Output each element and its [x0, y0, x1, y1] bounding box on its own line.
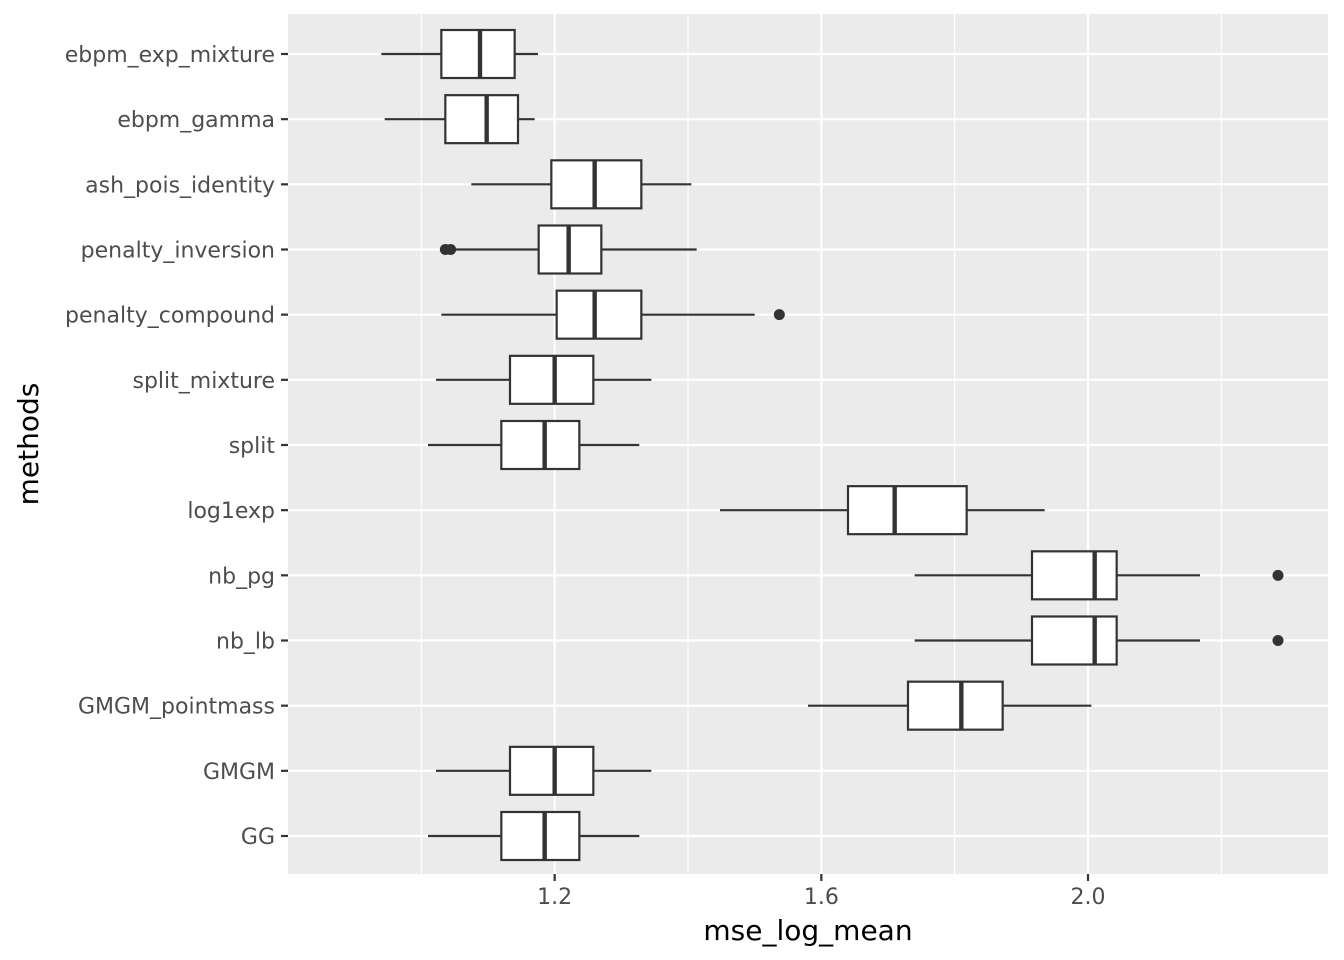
y-tick-label: split	[229, 434, 276, 459]
box-penalty_compound	[441, 289, 785, 340]
box-nb_pg	[914, 550, 1284, 601]
y-tick-label: GMGM	[203, 760, 275, 785]
box-split	[428, 419, 640, 471]
y-tick-label: GMGM_pointmass	[78, 695, 275, 720]
y-tick-label: ebpm_exp_mixture	[65, 43, 275, 68]
y-axis: ebpm_exp_mixture ebpm_gamma ash_pois_ident…	[65, 43, 288, 850]
box-iqr	[444, 94, 520, 145]
y-tick-label: penalty_compound	[65, 304, 275, 329]
box-GMGM	[436, 745, 652, 796]
x-axis-title: mse_log_mean	[703, 914, 912, 947]
y-tick-label: nb_pg	[208, 564, 275, 589]
box-GMGM_pointmass	[808, 680, 1092, 731]
outlier-point	[1272, 569, 1284, 581]
box-iqr	[1030, 550, 1118, 601]
y-tick-label: split_mixture	[132, 369, 275, 394]
box-iqr	[906, 680, 1004, 731]
y-tick-label: GG	[241, 825, 275, 850]
x-tick-label: 2.0	[1071, 885, 1106, 910]
box-ebpm_exp_mixture	[381, 28, 538, 80]
y-tick-label: penalty_inversion	[81, 239, 275, 264]
boxes	[381, 28, 1284, 862]
box-penalty_inversion	[439, 224, 697, 275]
box-ebpm_gamma	[384, 94, 535, 145]
y-axis-title: methods	[12, 383, 45, 506]
y-tick-label: ash_pois_identity	[85, 173, 275, 198]
box-ash_pois_identity	[471, 159, 692, 210]
x-axis: 1.2 1.6 2.0	[537, 874, 1106, 910]
box-iqr	[846, 485, 968, 536]
box-nb_lb	[914, 615, 1284, 666]
y-tick-label: ebpm_gamma	[117, 108, 275, 133]
box-iqr	[508, 354, 595, 405]
outlier-point	[445, 244, 457, 255]
y-tick-label: nb_lb	[216, 630, 275, 655]
box-iqr	[555, 289, 643, 340]
box-iqr	[500, 419, 581, 471]
box-iqr	[508, 745, 595, 796]
outlier-point	[1272, 635, 1284, 646]
box-iqr	[500, 810, 581, 862]
box-GG	[428, 810, 640, 862]
box-iqr	[1030, 615, 1118, 666]
outlier-point	[773, 309, 785, 321]
y-tick-label: log1exp	[187, 499, 275, 524]
x-tick-label: 1.6	[804, 885, 839, 910]
box-split_mixture	[436, 354, 652, 405]
x-tick-label: 1.2	[537, 885, 572, 910]
box-log1exp	[720, 485, 1045, 536]
